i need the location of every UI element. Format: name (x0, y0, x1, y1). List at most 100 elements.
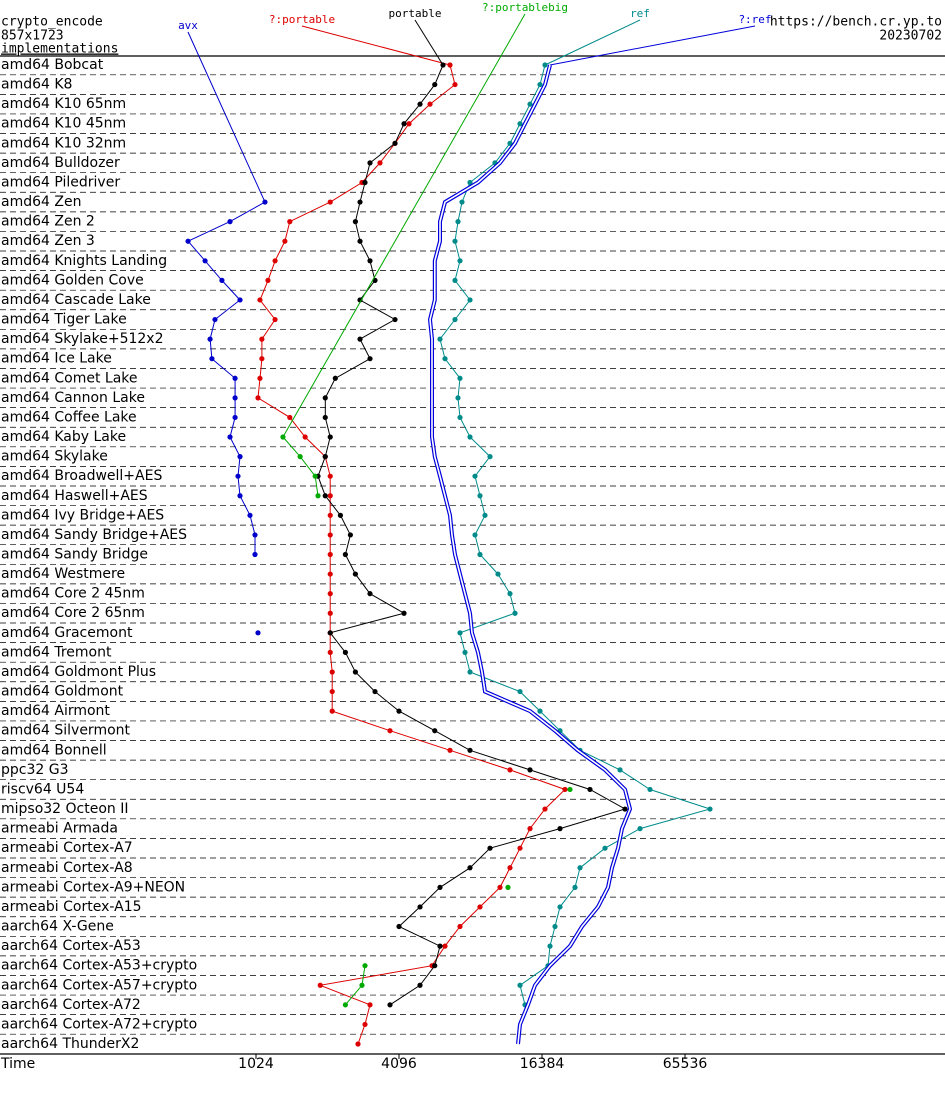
data-point (367, 160, 373, 166)
row-label: amd64 Piledriver (1, 174, 120, 190)
x-tick-label: 1024 (238, 1056, 274, 1072)
data-point (467, 179, 473, 186)
series-label: portable (389, 7, 442, 20)
x-tick-label: 4096 (381, 1056, 417, 1072)
data-point (457, 630, 463, 636)
data-point (367, 1002, 373, 1008)
data-point (237, 297, 243, 303)
data-point (387, 728, 393, 734)
row-label: amd64 K8 (1, 77, 72, 93)
data-point (237, 454, 243, 460)
data-point (327, 610, 333, 616)
row-label: amd64 K10 32nm (1, 135, 126, 151)
row-label: amd64 Airmont (1, 703, 110, 719)
data-point (517, 845, 523, 851)
data-point (232, 414, 238, 421)
data-point (185, 238, 191, 244)
label-leader (414, 19, 444, 66)
data-point (537, 81, 543, 88)
row-label: amd64 Silvermont (1, 723, 131, 739)
row-label: ppc32 G3 (1, 762, 69, 778)
data-point (587, 786, 593, 793)
row-label: amd64 Zen (1, 194, 81, 210)
data-point (355, 1041, 361, 1047)
data-point (317, 982, 323, 988)
data-point (462, 649, 468, 656)
data-point (401, 121, 407, 127)
data-point (232, 375, 238, 381)
row-label: amd64 Cascade Lake (1, 292, 151, 308)
data-point (367, 591, 373, 597)
data-point (227, 219, 233, 225)
data-point (457, 414, 463, 421)
data-point (477, 551, 483, 558)
row-label: amd64 K10 45nm (1, 116, 126, 132)
data-point (457, 923, 463, 930)
data-point (442, 943, 448, 949)
data-point (507, 767, 513, 773)
data-point (467, 669, 473, 675)
data-point (552, 923, 558, 930)
data-point (602, 845, 608, 851)
data-point (637, 826, 643, 832)
data-point (542, 62, 548, 68)
row-label: amd64 Goldmont Plus (1, 664, 156, 680)
data-point (315, 493, 321, 499)
row-label: amd64 Comet Lake (1, 370, 138, 386)
row-label: amd64 Skylake (1, 449, 108, 465)
data-point (327, 532, 333, 538)
data-point (557, 826, 563, 832)
data-point (452, 81, 458, 88)
series-line (188, 202, 265, 633)
data-point (455, 219, 461, 225)
data-point (322, 493, 328, 499)
data-point (392, 316, 398, 323)
row-label: amd64 Goldmont (1, 684, 124, 700)
row-label: amd64 Bulldozer (1, 155, 120, 171)
series-line-inner (429, 64, 631, 1045)
data-point (372, 688, 378, 695)
data-point (617, 767, 623, 773)
data-point (257, 297, 263, 303)
data-point (327, 591, 333, 597)
date: 20230702 (879, 29, 942, 44)
data-point (252, 551, 258, 558)
data-point (401, 610, 407, 616)
data-point (467, 434, 473, 440)
data-point (367, 356, 373, 362)
data-point (447, 747, 453, 753)
row-label: amd64 Ivy Bridge+AES (1, 507, 164, 523)
row-label: amd64 Skylake+512x2 (1, 331, 163, 347)
row-label: amd64 Tiger Lake (1, 312, 127, 328)
data-point (259, 336, 265, 342)
data-point (432, 963, 438, 969)
data-point (359, 982, 365, 988)
data-point (432, 81, 438, 88)
data-point (329, 708, 335, 714)
data-point (517, 121, 523, 127)
data-point (437, 336, 443, 342)
row-label: amd64 Zen 2 (1, 214, 95, 230)
data-point (237, 493, 243, 499)
row-label: amd64 Core 2 65nm (1, 605, 145, 621)
row-label: amd64 Gracemont (1, 625, 133, 641)
row-label: amd64 Sandy Bridge (1, 547, 148, 563)
data-point (329, 669, 335, 675)
label-leader (544, 19, 641, 66)
data-point (527, 101, 533, 107)
data-point (342, 649, 348, 656)
data-point (232, 395, 238, 401)
series-line (317, 64, 627, 1006)
data-point (482, 512, 488, 518)
row-label: amd64 Tremont (1, 644, 112, 660)
data-point (347, 532, 353, 538)
data-point (452, 238, 458, 244)
row-label: amd64 Coffee Lake (1, 409, 137, 425)
row-label: aarch64 Cortex-A72 (1, 997, 141, 1013)
data-point (235, 473, 241, 479)
data-point (362, 963, 368, 969)
data-point (577, 865, 583, 871)
data-point (557, 904, 563, 910)
label-leader (187, 31, 266, 203)
